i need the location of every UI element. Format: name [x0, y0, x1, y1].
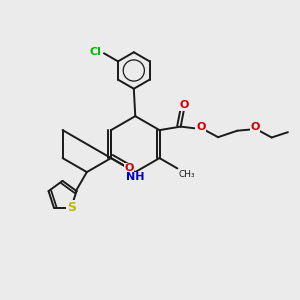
Text: O: O [250, 122, 260, 132]
Text: O: O [179, 100, 189, 110]
Text: CH₃: CH₃ [179, 170, 195, 179]
Text: O: O [124, 164, 134, 173]
Text: NH: NH [126, 172, 145, 182]
Text: O: O [196, 122, 206, 132]
Text: S: S [67, 201, 76, 214]
Text: Cl: Cl [90, 47, 102, 57]
